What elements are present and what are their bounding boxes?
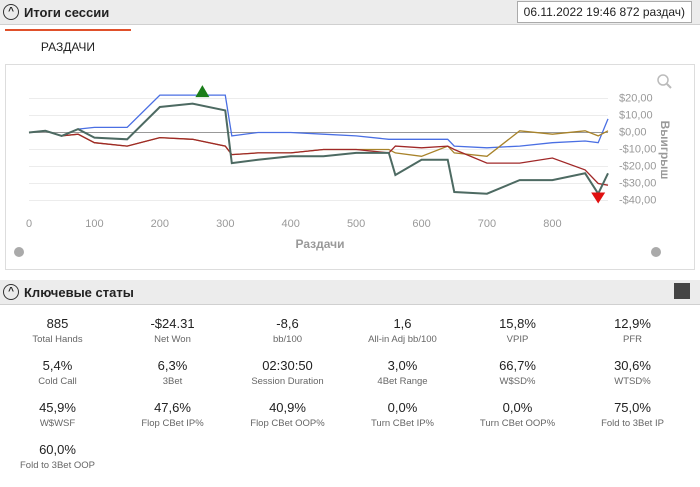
series-line bbox=[28, 130, 609, 186]
y-tick-label: $0,00 bbox=[619, 126, 647, 138]
y-tick-label: -$20,00 bbox=[619, 160, 656, 172]
x-tick-label: 100 bbox=[85, 218, 103, 230]
stat: 6,3% 3Bet bbox=[115, 358, 230, 387]
stat: 75,0% Fold to 3Bet IP bbox=[575, 400, 690, 429]
stat-label: Total Hands bbox=[32, 334, 83, 345]
stat: 47,6% Flop CBet IP% bbox=[115, 400, 230, 429]
stat-label: Fold to 3Bet OOP bbox=[20, 460, 95, 471]
stat-value: 0,0% bbox=[502, 400, 533, 415]
stat-label: W$SD% bbox=[499, 376, 536, 387]
stat-value: 885 bbox=[46, 316, 69, 331]
stat-value: 47,6% bbox=[154, 400, 191, 415]
stat: 30,6% WTSD% bbox=[575, 358, 690, 387]
stat: 45,9% W$WSF bbox=[0, 400, 115, 429]
stat: 60,0% Fold to 3Bet OOP bbox=[0, 442, 115, 471]
stat-label: All-in Adj bb/100 bbox=[368, 334, 437, 345]
stat: -8,6 bb/100 bbox=[230, 316, 345, 345]
y-tick-label: $20,00 bbox=[619, 92, 653, 104]
stat-label: Flop CBet IP% bbox=[141, 418, 204, 429]
stat: 40,9% Flop CBet OOP% bbox=[230, 400, 345, 429]
x-tick-label: 600 bbox=[412, 218, 430, 230]
extreme-marker bbox=[591, 192, 606, 204]
stat: 1,6 All-in Adj bb/100 bbox=[345, 316, 460, 345]
stat-label: 3Bet bbox=[162, 376, 183, 387]
stat-value: 5,4% bbox=[42, 358, 73, 373]
stat-value: 66,7% bbox=[499, 358, 536, 373]
stat: 3,0% 4Bet Range bbox=[345, 358, 460, 387]
stat-label: VPIP bbox=[506, 334, 529, 345]
section-title: Ключевые статы bbox=[24, 285, 134, 300]
stat-value: 30,6% bbox=[614, 358, 651, 373]
stat-label: Turn CBet OOP% bbox=[479, 418, 556, 429]
stat-value: 40,9% bbox=[269, 400, 306, 415]
y-tick-label: -$40,00 bbox=[619, 194, 656, 206]
collapse-button[interactable]: ^ bbox=[3, 284, 19, 300]
x-tick-label: 500 bbox=[347, 218, 365, 230]
extreme-marker bbox=[195, 85, 210, 98]
section-title: Итоги сессии bbox=[24, 5, 110, 20]
stat-value: -$24.31 bbox=[150, 316, 195, 331]
layout-button[interactable] bbox=[674, 283, 690, 299]
stat-value: 15,8% bbox=[499, 316, 536, 331]
stat-label: Turn CBet IP% bbox=[370, 418, 434, 429]
stat: 885 Total Hands bbox=[0, 316, 115, 345]
stat-label: Flop CBet OOP% bbox=[250, 418, 325, 429]
stat-value: -8,6 bbox=[276, 316, 299, 331]
y-tick-label: $10,00 bbox=[619, 109, 653, 121]
collapse-button[interactable]: ^ bbox=[3, 4, 19, 20]
y-tick-label: -$30,00 bbox=[619, 177, 656, 189]
stat-value: 3,0% bbox=[387, 358, 418, 373]
stat: 15,8% VPIP bbox=[460, 316, 575, 345]
y-tick-label: -$10,00 bbox=[619, 143, 656, 155]
settings-icon[interactable] bbox=[14, 247, 24, 257]
stat-value: 75,0% bbox=[614, 400, 651, 415]
stat: 0,0% Turn CBet OOP% bbox=[460, 400, 575, 429]
series-line bbox=[28, 94, 609, 149]
y-axis-label: Выигрыш bbox=[658, 121, 672, 180]
stat: 0,0% Turn CBet IP% bbox=[345, 400, 460, 429]
tab[interactable]: РАЗДАЧИ bbox=[5, 29, 131, 64]
x-axis-label: Раздачи bbox=[296, 237, 345, 251]
stat-value: 02:30:50 bbox=[262, 358, 313, 373]
series-line bbox=[28, 130, 609, 157]
stat-label: WTSD% bbox=[614, 376, 651, 387]
stat-value: 1,6 bbox=[393, 316, 412, 331]
session-select[interactable]: 06.11.2022 19:46 872 раздач) bbox=[516, 1, 692, 23]
stat-value: 0,0% bbox=[387, 400, 418, 415]
series-line bbox=[28, 102, 609, 196]
stat-label: Cold Call bbox=[38, 376, 77, 387]
stat: 66,7% W$SD% bbox=[460, 358, 575, 387]
stat-value: 6,3% bbox=[157, 358, 188, 373]
x-tick-label: 200 bbox=[151, 218, 169, 230]
zoom-icon[interactable] bbox=[666, 83, 672, 89]
x-tick-label: 800 bbox=[543, 218, 561, 230]
stat-label: 4Bet Range bbox=[377, 376, 428, 387]
stat: 5,4% Cold Call bbox=[0, 358, 115, 387]
info-icon[interactable] bbox=[651, 247, 661, 257]
stat-label: Fold to 3Bet IP bbox=[601, 418, 664, 429]
stat-value: 60,0% bbox=[39, 442, 76, 457]
stats-grid: 885 Total Hands -$24.31 Net Won -8,6 bb/100 1,… bbox=[0, 316, 700, 471]
session-bar: ^ Итоги сессии 06.11.2022 19:46 872 разд… bbox=[0, 0, 700, 25]
x-tick-label: 700 bbox=[478, 218, 496, 230]
stats-bar: ^ Ключевые статы bbox=[0, 280, 700, 305]
stat-label: bb/100 bbox=[272, 334, 303, 345]
stat-label: PFR bbox=[623, 334, 642, 345]
zoom-icon[interactable] bbox=[657, 74, 669, 86]
stat: -$24.31 Net Won bbox=[115, 316, 230, 345]
x-tick-label: 0 bbox=[26, 218, 32, 230]
x-tick-label: 400 bbox=[282, 218, 300, 230]
x-tick-label: 300 bbox=[216, 218, 234, 230]
stat-label: W$WSF bbox=[39, 418, 76, 429]
chart: Раздачи Выигрыш $20,00 $10,00 $0,00 -$10,00… bbox=[14, 74, 672, 257]
stat-label: Net Won bbox=[154, 334, 191, 345]
stat-value: 45,9% bbox=[39, 400, 76, 415]
chart-box bbox=[5, 64, 695, 270]
stat: 12,9% PFR bbox=[575, 316, 690, 345]
stat-label: Session Duration bbox=[251, 376, 324, 387]
stat-value: 12,9% bbox=[614, 316, 651, 331]
stat: 02:30:50 Session Duration bbox=[230, 358, 345, 387]
